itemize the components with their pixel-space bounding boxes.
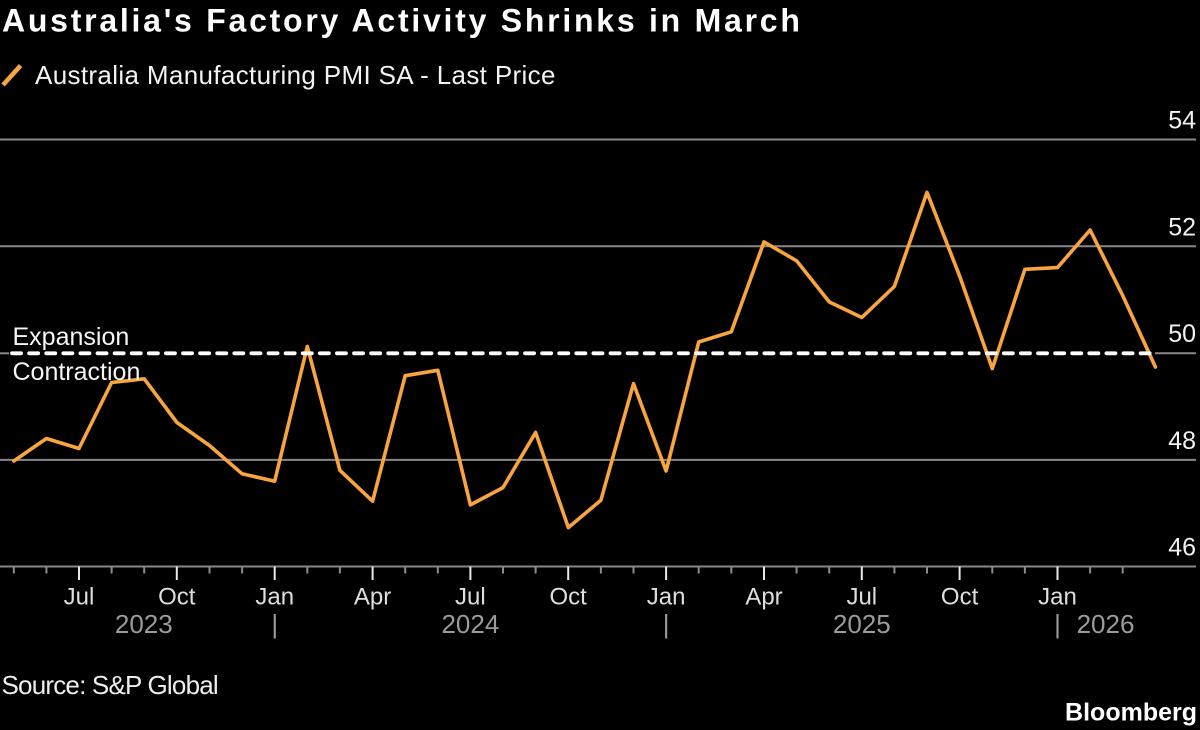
svg-text:Expansion: Expansion	[13, 323, 130, 351]
svg-text:Apr: Apr	[745, 584, 782, 611]
svg-text:Oct: Oct	[550, 584, 588, 611]
svg-text:Jan: Jan	[255, 584, 294, 611]
svg-text:|: |	[663, 609, 670, 639]
svg-text:Australia Manufacturing PMI SA: Australia Manufacturing PMI SA - Last Pr…	[35, 60, 556, 90]
svg-text:46: 46	[1168, 534, 1196, 562]
svg-text:Australia's Factory Activity S: Australia's Factory Activity Shrinks in …	[2, 3, 803, 39]
svg-text:Bloomberg: Bloomberg	[1065, 699, 1197, 727]
svg-text:Jul: Jul	[846, 584, 877, 611]
svg-text:2026: 2026	[1077, 609, 1135, 639]
svg-text:Oct: Oct	[158, 584, 196, 611]
svg-text:Jul: Jul	[64, 584, 95, 611]
svg-text:52: 52	[1168, 213, 1196, 241]
svg-text:|: |	[1054, 609, 1061, 639]
svg-text:48: 48	[1168, 427, 1196, 455]
svg-text:2023: 2023	[115, 609, 173, 639]
svg-text:Contraction: Contraction	[13, 358, 141, 386]
svg-text:54: 54	[1168, 107, 1196, 135]
svg-text:Jul: Jul	[455, 584, 486, 611]
svg-text:Source: S&P Global: Source: S&P Global	[2, 670, 218, 700]
svg-text:50: 50	[1168, 320, 1196, 348]
svg-text:2025: 2025	[833, 609, 891, 639]
svg-text:|: |	[271, 609, 278, 639]
svg-text:2024: 2024	[441, 609, 499, 639]
svg-text:Jan: Jan	[1038, 584, 1077, 611]
svg-text:Jan: Jan	[647, 584, 686, 611]
svg-text:Oct: Oct	[941, 584, 979, 611]
svg-text:Apr: Apr	[354, 584, 391, 611]
